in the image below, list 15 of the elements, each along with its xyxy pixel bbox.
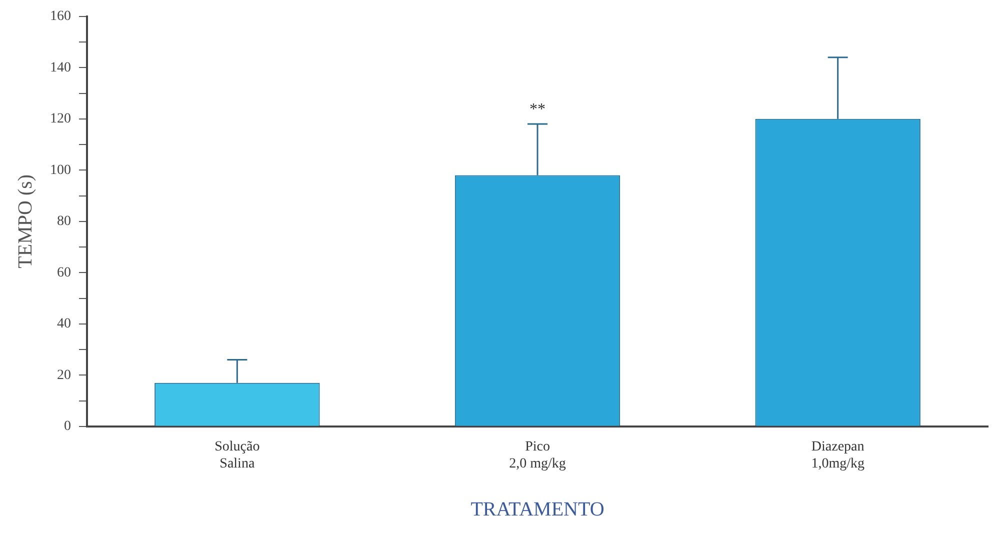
- y-tick-label: 120: [50, 112, 71, 127]
- y-tick-label: 100: [50, 162, 71, 178]
- y-tick-label: 160: [50, 9, 71, 24]
- annotation: **: [530, 101, 546, 118]
- x-tick-label: Solução Salina: [214, 439, 260, 472]
- y-tick-label: 40: [57, 316, 71, 332]
- y-tick-label: 60: [57, 265, 71, 280]
- x-axis-title: TRATAMENTO: [470, 498, 604, 520]
- y-tick-label: 20: [57, 368, 71, 383]
- y-tick-label: 140: [50, 60, 71, 76]
- x-tick-label: Pico 2,0 mg/kg: [509, 439, 566, 472]
- y-tick-label: 80: [57, 214, 71, 230]
- y-axis-title: TEMPO (s): [14, 174, 36, 268]
- y-tick-label: 0: [64, 419, 71, 434]
- x-tick-label: Diazepan 1,0mg/kg: [811, 439, 864, 472]
